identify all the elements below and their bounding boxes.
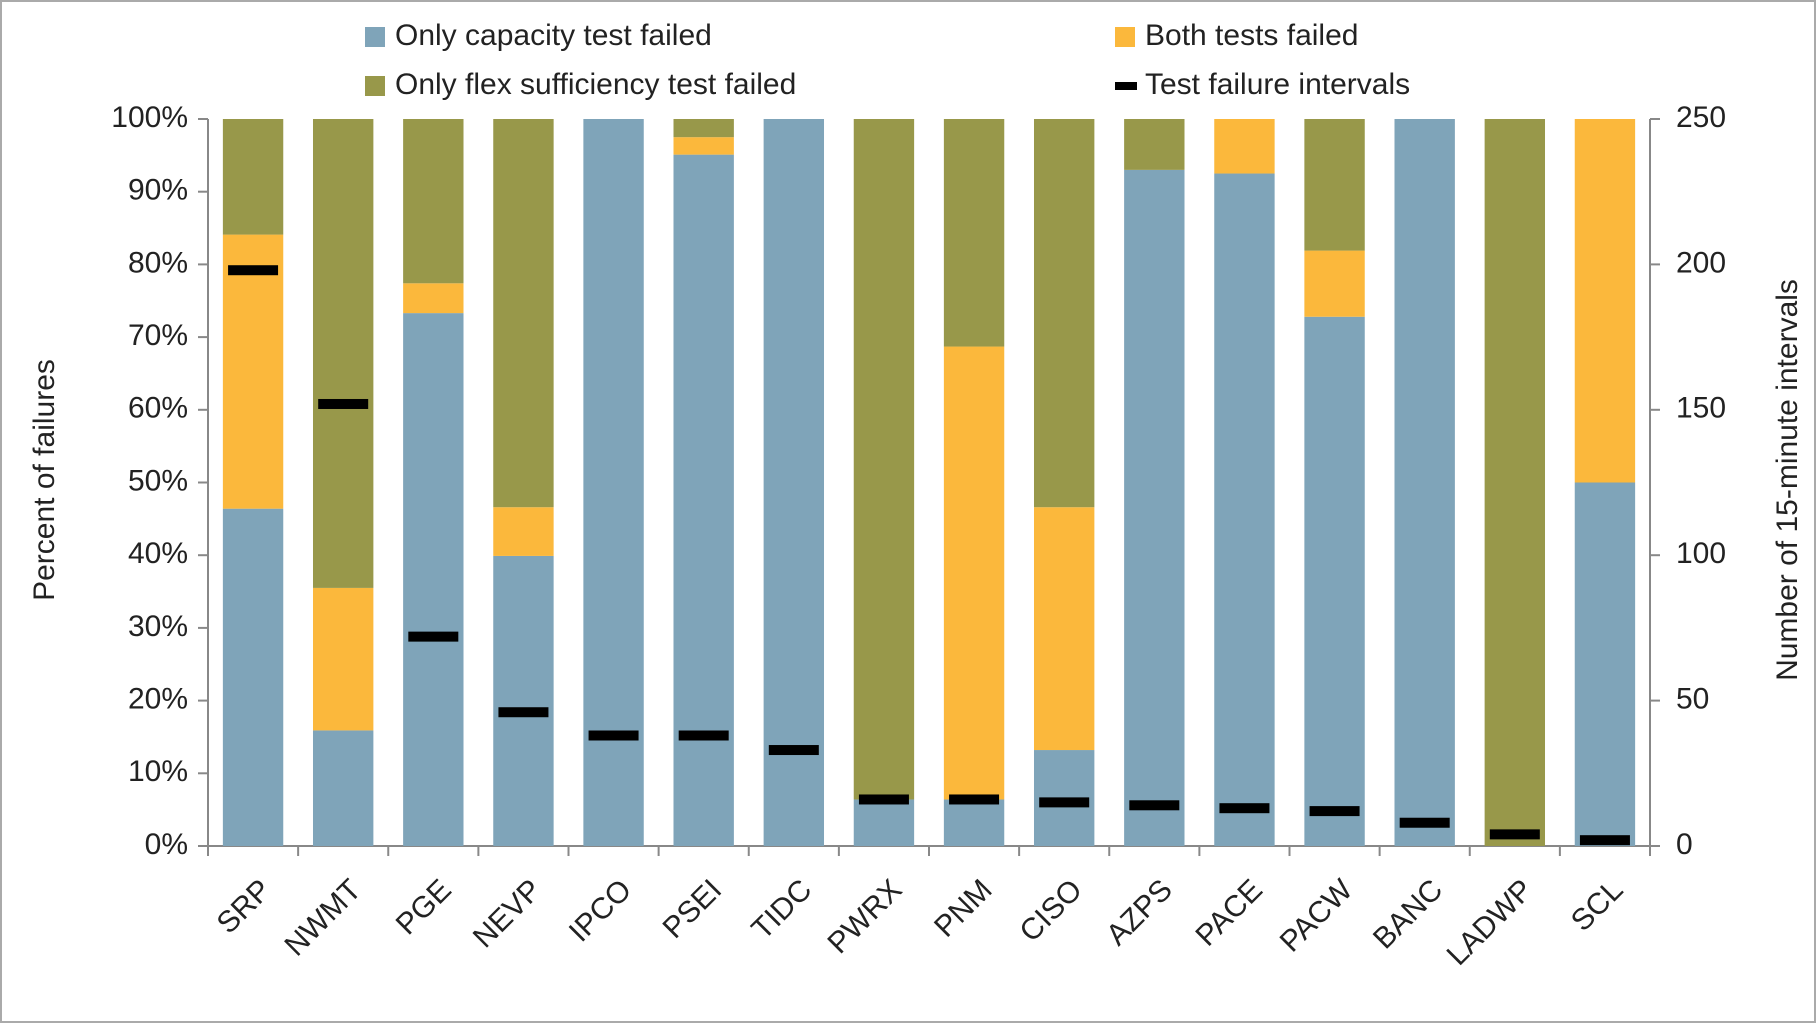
legend-label: Only flex sufficiency test failed [395, 68, 796, 101]
interval-marker [228, 265, 279, 276]
interval-marker [949, 794, 1000, 805]
bar-segment [853, 799, 915, 846]
bar-segment [943, 799, 1005, 846]
y2-tick-label: 250 [1676, 101, 1726, 134]
bar-segment [493, 507, 554, 556]
legend-swatch [1115, 27, 1135, 47]
interval-marker [858, 794, 909, 805]
bar-segment [222, 508, 284, 846]
bar-segment [312, 730, 374, 846]
bar-segment [943, 119, 1005, 347]
y-tick-label: 90% [128, 174, 188, 207]
bar-segment [1124, 169, 1185, 846]
bar-segment [1304, 119, 1365, 251]
y2-tick-label: 200 [1676, 246, 1726, 279]
bar-segment [673, 137, 734, 155]
y2-tick-label: 100 [1676, 537, 1726, 570]
interval-marker [408, 631, 459, 642]
legend-label: Test failure intervals [1145, 68, 1410, 101]
interval-marker [1219, 803, 1270, 814]
bar-segment [673, 154, 734, 847]
bar-segment [222, 234, 284, 509]
interval-marker [588, 730, 639, 741]
bar-segment [222, 119, 284, 235]
interval-marker [678, 730, 729, 741]
bar-segment [493, 555, 554, 846]
interval-marker [1129, 800, 1180, 811]
bar-segment [493, 119, 554, 508]
bar-segment [583, 119, 644, 846]
y-tick-label: 60% [128, 392, 188, 425]
bar-segment [763, 119, 825, 846]
bar-segment [1574, 119, 1636, 483]
interval-marker [318, 398, 369, 409]
legend-label: Only capacity test failed [395, 19, 712, 52]
bar-segment [1574, 482, 1636, 846]
interval-marker [1039, 797, 1090, 808]
y-tick-label: 80% [128, 246, 188, 279]
bar-segment [1304, 250, 1365, 317]
interval-marker [1579, 835, 1630, 846]
y-tick-label: 0% [145, 828, 188, 861]
y-tick-label: 10% [128, 755, 188, 788]
interval-marker [1399, 817, 1450, 828]
interval-marker [1309, 806, 1360, 817]
y2-tick-label: 0 [1676, 828, 1693, 861]
y2-axis-title: Number of 15-minute intervals [1771, 279, 1804, 681]
legend-label: Both tests failed [1145, 19, 1358, 52]
y-tick-label: 20% [128, 683, 188, 716]
bar-segment [403, 119, 464, 284]
bar-segment [312, 119, 374, 588]
interval-marker [768, 745, 819, 756]
y-tick-label: 40% [128, 537, 188, 570]
y2-tick-label: 150 [1676, 392, 1726, 425]
bar-segment [673, 119, 734, 138]
bar-segment [1214, 119, 1275, 174]
legend-swatch [365, 76, 385, 96]
y-axis-title: Percent of failures [28, 359, 61, 601]
bar-segment [403, 313, 464, 846]
bar-segment [1033, 507, 1095, 751]
bar-segment [312, 587, 374, 731]
bar-segment [1484, 119, 1546, 846]
legend-swatch [1115, 82, 1137, 90]
bar-segment [1124, 119, 1185, 170]
y2-tick-label: 50 [1676, 683, 1709, 716]
interval-marker [498, 707, 549, 718]
y-tick-label: 70% [128, 319, 188, 352]
bar-segment [853, 119, 915, 800]
y-tick-label: 30% [128, 610, 188, 643]
legend-swatch [365, 27, 385, 47]
bar-segment [1394, 119, 1455, 846]
y-tick-label: 100% [111, 101, 188, 134]
y-tick-label: 50% [128, 464, 188, 497]
bar-segment [403, 283, 464, 314]
bar-segment [943, 346, 1005, 800]
bar-segment [1033, 119, 1095, 508]
bar-segment [1304, 316, 1365, 846]
bar-segment [1214, 173, 1275, 846]
interval-marker [1489, 829, 1540, 840]
